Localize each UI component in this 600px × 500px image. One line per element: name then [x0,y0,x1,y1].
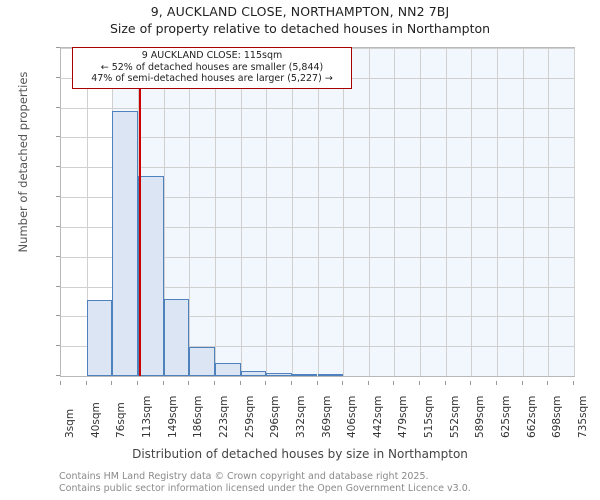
plot-area [60,47,575,377]
histogram-bar [266,373,292,376]
gridline-vertical [317,48,319,376]
x-axis-tick-mark [342,381,344,385]
gridline-vertical [343,48,345,376]
chart-footer: Contains HM Land Registry data © Crown c… [59,471,589,494]
y-axis-tick-mark [56,136,60,138]
y-axis-tick-mark [56,166,60,168]
histogram-bar [189,346,215,376]
histogram-bar [163,299,190,376]
x-axis-tick: 149sqm [166,395,179,438]
x-axis-title: Distribution of detached houses by size … [132,447,468,461]
histogram-bar [137,176,164,376]
gridline-vertical [240,48,242,376]
histogram-bar [86,299,113,376]
x-axis-tick: 515sqm [423,395,436,438]
y-axis-tick-mark [56,196,60,198]
gridline-vertical [471,48,473,376]
x-axis-tick: 40sqm [89,402,102,438]
x-axis-tick: 296sqm [269,395,282,438]
x-axis-tick: 662sqm [525,395,538,438]
x-axis-tick: 369sqm [320,395,333,438]
x-axis-tick: 3sqm [64,408,76,438]
gridline-vertical [420,48,422,376]
x-axis-tick-mark [290,381,292,385]
histogram-bar [112,110,138,376]
y-axis-tick-mark [56,76,60,78]
y-axis-tick-mark [56,47,60,48]
gridline-vertical [574,48,575,376]
annotation-line-1: 9 AUCKLAND CLOSE: 115sqm [141,50,283,61]
x-axis-tick: 589sqm [474,395,487,438]
x-axis-tick-mark [496,381,498,385]
y-axis-tick-mark [56,255,60,257]
x-axis-tick-mark [188,381,190,385]
gridline-vertical [86,48,88,376]
x-axis-tick-mark [419,381,421,385]
x-axis-tick-mark [239,381,241,385]
x-axis-tick-mark [213,381,215,385]
y-axis-tick-mark [56,375,60,376]
x-axis-tick-mark [547,381,549,385]
x-axis-tick-mark [521,381,523,385]
x-axis-tick-mark [85,381,87,385]
gridline-vertical [214,48,216,376]
histogram-bar [214,362,241,376]
gridline-vertical [368,48,370,376]
gridline-vertical [445,48,447,376]
annotation-line-3: 47% of semi-detached houses are larger (… [91,73,333,84]
gridline-vertical [497,48,499,376]
x-axis-tick-mark [367,381,369,385]
x-axis-tick-mark [136,381,138,385]
gridline-vertical [163,48,165,376]
gridline-vertical [189,48,191,376]
x-axis-tick-mark [393,381,395,385]
x-axis-tick: 332sqm [294,395,307,438]
y-axis-title: Number of detached properties [16,71,30,253]
x-axis-tick: 625sqm [500,395,513,438]
y-axis-tick-mark [56,225,60,227]
histogram-bar [317,374,344,376]
x-axis-tick-mark [573,381,574,385]
x-axis-tick-mark [316,381,318,385]
marker-line-115sqm [139,48,142,376]
y-axis-tick-mark [56,315,60,317]
histogram-bar [291,374,318,376]
chart-subtitle: Size of property relative to detached ho… [109,21,491,36]
annotation-line-2: ← 52% of detached houses are smaller (5,… [100,61,324,73]
gridline-vertical [266,48,268,376]
x-axis-tick-mark [111,381,113,385]
gridline-vertical [394,48,396,376]
x-axis-tick: 76sqm [115,402,128,438]
gridline-vertical [548,48,550,376]
footer-line-2: Contains public sector information licen… [59,482,471,494]
x-axis-tick: 406sqm [346,395,359,438]
x-axis-tick-mark [60,381,61,385]
x-axis-tick: 442sqm [371,395,384,438]
x-axis-tick: 479sqm [397,395,410,438]
x-axis-tick: 698sqm [551,395,564,438]
y-axis-tick-mark [56,106,60,108]
chart-title: 9, AUCKLAND CLOSE, NORTHAMPTON, NN2 7BJ [150,4,450,19]
x-axis-tick-mark [444,381,446,385]
y-axis-tick-mark [56,345,60,347]
footer-line-1: Contains HM Land Registry data © Crown c… [59,471,429,482]
gridline-vertical [291,48,293,376]
gridline-vertical [522,48,524,376]
x-axis-tick: 186sqm [192,395,205,438]
x-axis-tick: 735sqm [577,395,589,438]
x-axis-tick: 113sqm [140,395,153,438]
property-annotation-box: 9 AUCKLAND CLOSE: 115sqm ← 52% of detach… [72,47,352,89]
x-axis-tick: 552sqm [448,395,461,438]
x-axis-tick-mark [265,381,267,385]
x-axis-tick: 259sqm [243,395,256,438]
x-axis-tick-mark [470,381,472,385]
histogram-bar [240,370,267,376]
x-axis-tick: 223sqm [217,395,230,438]
x-axis-tick-mark [162,381,164,385]
y-axis-tick-mark [56,285,60,287]
